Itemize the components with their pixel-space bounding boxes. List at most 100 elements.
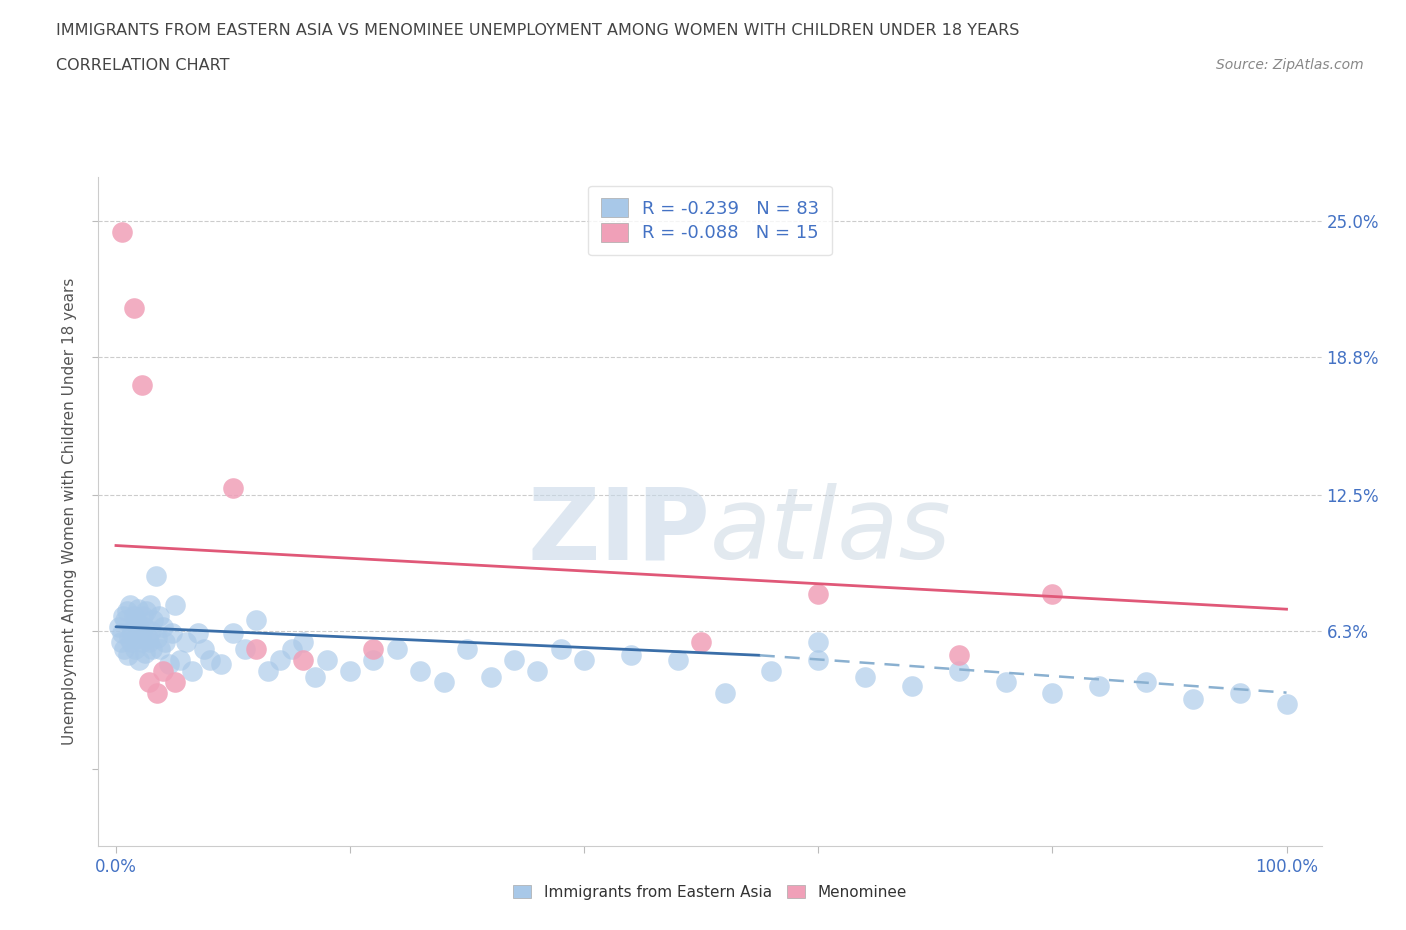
Point	[117, 648, 139, 663]
Point	[122, 301, 145, 316]
Point	[304, 670, 326, 684]
Point	[620, 648, 643, 663]
Point	[761, 663, 783, 678]
Point	[174, 634, 197, 649]
Point	[111, 608, 134, 623]
Point	[690, 634, 713, 649]
Legend: Immigrants from Eastern Asia, Menominee: Immigrants from Eastern Asia, Menominee	[508, 879, 912, 906]
Point	[131, 378, 153, 392]
Point	[138, 634, 160, 649]
Point	[503, 652, 526, 667]
Point	[148, 608, 170, 623]
Point	[125, 613, 148, 628]
Point	[139, 597, 162, 612]
Point	[163, 674, 186, 689]
Point	[152, 619, 174, 634]
Point	[209, 657, 232, 671]
Text: CORRELATION CHART: CORRELATION CHART	[56, 58, 229, 73]
Point	[152, 663, 174, 678]
Point	[146, 631, 169, 645]
Point	[269, 652, 291, 667]
Point	[363, 652, 385, 667]
Point	[901, 679, 924, 694]
Point	[1275, 697, 1298, 711]
Point	[233, 642, 256, 657]
Point	[363, 642, 385, 657]
Point	[138, 674, 160, 689]
Point	[315, 652, 337, 667]
Point	[160, 626, 183, 641]
Point	[121, 624, 143, 639]
Point	[141, 642, 163, 657]
Text: ZIP: ZIP	[527, 483, 710, 580]
Point	[245, 613, 267, 628]
Point	[146, 685, 169, 700]
Point	[118, 631, 141, 645]
Point	[526, 663, 548, 678]
Point	[125, 631, 148, 645]
Point	[245, 642, 267, 657]
Point	[139, 624, 162, 639]
Point	[111, 626, 134, 641]
Point	[280, 642, 302, 657]
Point	[118, 597, 141, 612]
Point	[409, 663, 432, 678]
Point	[292, 634, 315, 649]
Point	[115, 604, 138, 618]
Point	[574, 652, 596, 667]
Point	[128, 652, 150, 667]
Point	[666, 652, 689, 667]
Point	[187, 626, 209, 641]
Point	[193, 642, 215, 657]
Point	[142, 613, 165, 628]
Point	[853, 670, 876, 684]
Point	[132, 608, 155, 623]
Text: Source: ZipAtlas.com: Source: ZipAtlas.com	[1216, 58, 1364, 72]
Point	[169, 652, 191, 667]
Point	[479, 670, 502, 684]
Point	[128, 619, 150, 634]
Point	[1088, 679, 1111, 694]
Point	[807, 587, 830, 602]
Point	[456, 642, 478, 657]
Point	[127, 602, 149, 617]
Point	[153, 634, 176, 649]
Point	[550, 642, 572, 657]
Text: IMMIGRANTS FROM EASTERN ASIA VS MENOMINEE UNEMPLOYMENT AMONG WOMEN WITH CHILDREN: IMMIGRANTS FROM EASTERN ASIA VS MENOMINE…	[56, 23, 1019, 38]
Point	[114, 613, 136, 628]
Point	[1042, 587, 1064, 602]
Point	[136, 631, 159, 645]
Point	[385, 642, 408, 657]
Point	[807, 634, 830, 649]
Point	[157, 657, 180, 671]
Point	[1181, 692, 1204, 707]
Point	[198, 652, 221, 667]
Point	[292, 652, 315, 667]
Point	[149, 642, 172, 657]
Point	[135, 604, 157, 618]
Point	[1042, 685, 1064, 700]
Point	[122, 608, 145, 623]
Point	[112, 642, 135, 657]
Point	[222, 626, 245, 641]
Point	[131, 634, 153, 649]
Y-axis label: Unemployment Among Women with Children Under 18 years: Unemployment Among Women with Children U…	[62, 278, 77, 745]
Point	[163, 597, 186, 612]
Point	[145, 569, 167, 584]
Point	[222, 481, 245, 496]
Point	[134, 645, 156, 660]
Point	[1135, 674, 1157, 689]
Point	[110, 634, 132, 649]
Point	[807, 652, 830, 667]
Point	[433, 674, 456, 689]
Point	[108, 619, 131, 634]
Point	[257, 663, 280, 678]
Point	[120, 634, 142, 649]
Point	[129, 626, 152, 641]
Point	[1229, 685, 1251, 700]
Point	[994, 674, 1017, 689]
Point	[948, 663, 970, 678]
Point	[713, 685, 735, 700]
Point	[132, 619, 155, 634]
Text: atlas: atlas	[710, 483, 952, 580]
